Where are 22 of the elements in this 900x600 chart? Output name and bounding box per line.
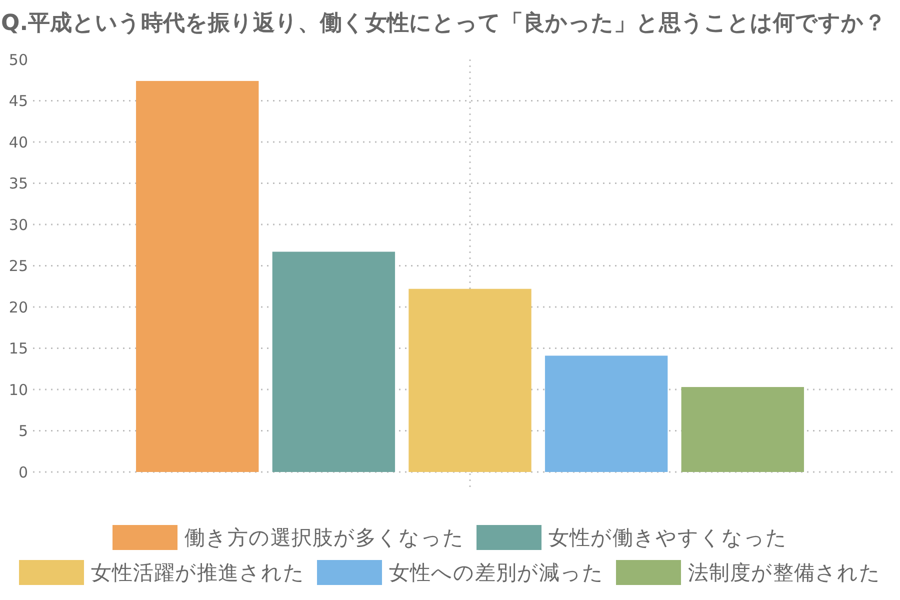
bar	[681, 387, 804, 472]
y-tick-label: 25	[8, 257, 28, 275]
y-tick-label: 40	[8, 133, 28, 152]
y-tick-label: 20	[8, 298, 28, 316]
legend-label: 女性への差別が減った	[389, 560, 604, 585]
y-tick-label: 0	[18, 463, 28, 482]
y-tick-label: 30	[8, 216, 28, 234]
y-tick-label: 10	[8, 380, 28, 399]
chart-title: Q.平成という時代を振り返り、働く女性にとって「良かった」と思うことは何ですか？	[1, 10, 886, 36]
bar	[544, 356, 668, 472]
legend-label: 女性が働きやすくなった	[548, 526, 788, 550]
y-tick-label: 15	[8, 340, 28, 358]
legend-label: 女性活躍が推進された	[91, 560, 305, 585]
legend-label: 法制度が整備された	[688, 560, 881, 585]
bar	[136, 80, 259, 472]
y-tick-label: 50	[8, 50, 28, 69]
bar	[408, 288, 532, 472]
bar	[272, 252, 396, 472]
y-tick-label: 5	[18, 422, 28, 440]
legend-label: 働き方の選択肢が多くなった	[184, 526, 464, 550]
y-tick-label: 35	[8, 174, 28, 192]
y-tick-label: 45	[8, 92, 28, 110]
